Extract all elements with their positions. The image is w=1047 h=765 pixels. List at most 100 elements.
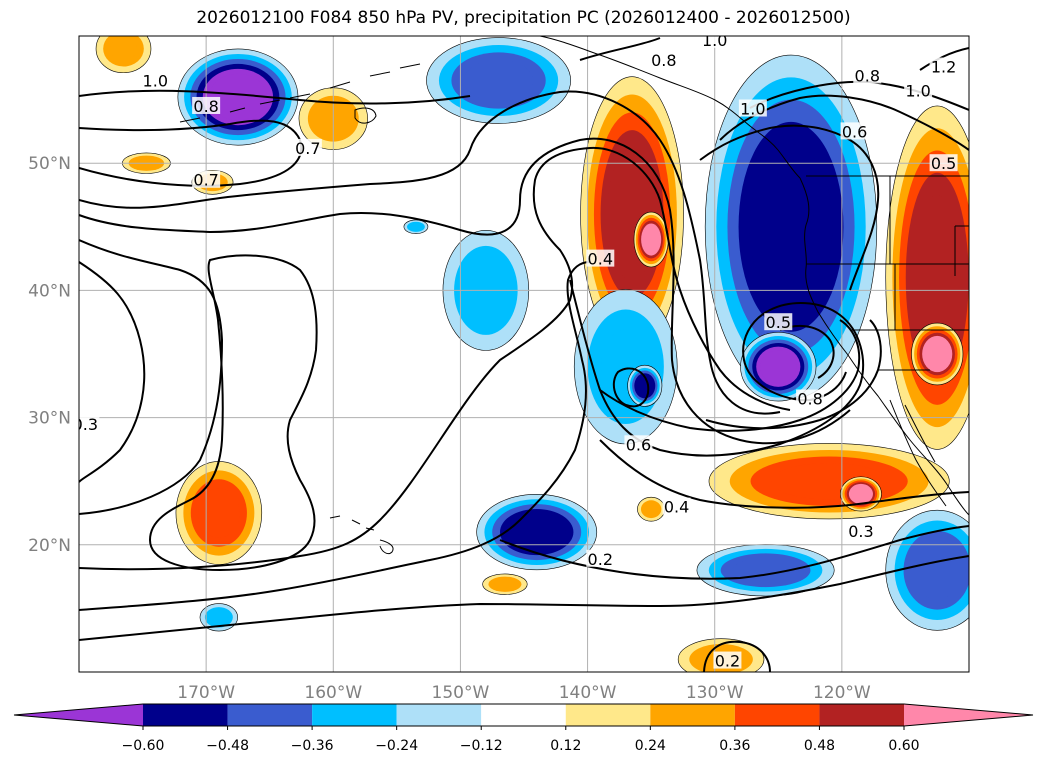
contour-label: 0.5 (766, 313, 791, 332)
colorbar-tick-label: 0.12 (550, 738, 581, 754)
pv-contour-line (579, 37, 661, 61)
contour-label: 0.7 (193, 171, 218, 190)
colorbar (13, 703, 1034, 727)
precip-pc-region (760, 350, 797, 384)
colorbar-extend-max (904, 704, 1033, 726)
colorbar-segment (227, 704, 313, 726)
contour-label-halo (293, 138, 322, 156)
pv-contour-line (79, 555, 969, 641)
precip-pc-outline (708, 443, 950, 520)
latitude-tick-label: 30°N (28, 409, 71, 429)
aleutian-islands (179, 63, 421, 123)
precip-pc-region (463, 59, 534, 102)
contour-label: 0.2 (715, 652, 740, 671)
hawaii-islands (329, 515, 394, 555)
colorbar-tick-labels: −0.60 −0.48 −0.36 −0.24 −0.12 0.12 0.24 0.36 0.4… (122, 726, 920, 754)
contour-label-halo (700, 36, 729, 48)
contour-label-halo (846, 521, 875, 539)
colorbar-segment (819, 704, 904, 726)
colorbar-tick-label: −0.12 (460, 738, 503, 754)
precip-pc-region (636, 375, 654, 396)
longitude-tick-label: 120°W (813, 683, 871, 703)
contour-label: 0.7 (295, 139, 320, 158)
pv-contour-line (79, 261, 146, 483)
pv-contour-line (569, 279, 864, 457)
pv-contour-line (599, 439, 969, 509)
colorbar-extend-min (14, 704, 143, 726)
pv-contour-line (79, 89, 471, 105)
precip-pc-region (912, 541, 963, 600)
pv-contours (79, 37, 969, 672)
contour-label-halo (662, 497, 691, 515)
contour-label-halo (79, 414, 100, 432)
contour-label: 0.8 (855, 66, 880, 85)
baja-california (889, 399, 947, 507)
precip-pc-region (209, 73, 267, 121)
colorbar-tick-label: 0.36 (719, 738, 750, 754)
precip-pc-outline (177, 48, 299, 146)
precip-pc-outline (627, 364, 663, 407)
contour-label: 1.0 (143, 72, 168, 91)
contour-label-halo (713, 651, 742, 669)
longitude-tick-label: 140°W (559, 683, 617, 703)
contour-label-halo (796, 389, 825, 407)
precip-pc-region (749, 144, 833, 310)
precip-pc-region (110, 37, 137, 61)
contour-label: 0.4 (588, 250, 613, 269)
contour-label-halo (764, 313, 793, 331)
precip-pc-region (642, 226, 660, 253)
precip-pc-outline (426, 37, 571, 124)
precip-pc-region (410, 223, 422, 231)
colorbar-tick-label: −0.24 (375, 738, 418, 754)
contour-label: 0.6 (626, 435, 651, 454)
precip-pc-region (924, 339, 950, 369)
contour-label-halo (586, 249, 615, 267)
pv-contour-line (499, 525, 969, 580)
precip-pc-region (494, 579, 516, 590)
precip-pc-outline (740, 332, 817, 402)
pv-contour-line (79, 90, 781, 415)
contour-label: 0.8 (797, 390, 822, 409)
precip-pc-region (507, 513, 566, 551)
colorbar-tick-label: 0.48 (804, 738, 835, 754)
contour-label: 1.0 (905, 82, 930, 101)
colorbar-tick-label: 0.60 (888, 738, 919, 754)
longitude-tick-label: 130°W (686, 683, 744, 703)
precip-pc-outline (885, 509, 969, 631)
colorbar-segment (565, 704, 651, 726)
precip-pc-outline (199, 603, 239, 632)
contour-label-halo (649, 51, 678, 69)
pv-contour-line (703, 640, 771, 672)
precip-pc-outline (482, 573, 528, 595)
colorbar-segment (734, 704, 820, 726)
precip-pc-outline (840, 476, 882, 512)
contour-label: 0.8 (651, 51, 676, 70)
borders (806, 175, 969, 371)
precip-pc-outline (677, 638, 765, 672)
precip-pc-region (198, 488, 240, 538)
precip-pc-outline (911, 322, 964, 386)
pv-contour-line (148, 254, 318, 572)
gridlines (79, 36, 969, 672)
map-frame (78, 35, 970, 673)
pv-contour-line (705, 319, 882, 430)
colorbar-tick-label: 0.24 (635, 738, 666, 754)
pv-contour-line (919, 47, 969, 71)
colorbar-segment (650, 704, 735, 726)
pv-contour-line (699, 124, 880, 291)
longitude-tick-labels: 170°W 160°W 150°W 140°W 130°W 120°W (177, 683, 871, 703)
pv-contour-line (79, 239, 224, 515)
latitude-tick-labels: 50°N 40°N 30°N 20°N (28, 154, 71, 556)
longitude-tick-label: 160°W (304, 683, 362, 703)
contour-label-halo (192, 170, 221, 188)
contour-label-halo (192, 96, 221, 114)
contour-label-halo (738, 99, 767, 117)
contour-label: 0.4 (664, 498, 689, 517)
pv-contour-line (599, 319, 861, 432)
precip-pc-outline (95, 36, 152, 74)
precip-pc-outline (885, 105, 969, 450)
colorbar-tick-label: −0.60 (122, 738, 165, 754)
contour-label: 0.3 (73, 415, 98, 434)
pv-contour-line (79, 261, 591, 611)
